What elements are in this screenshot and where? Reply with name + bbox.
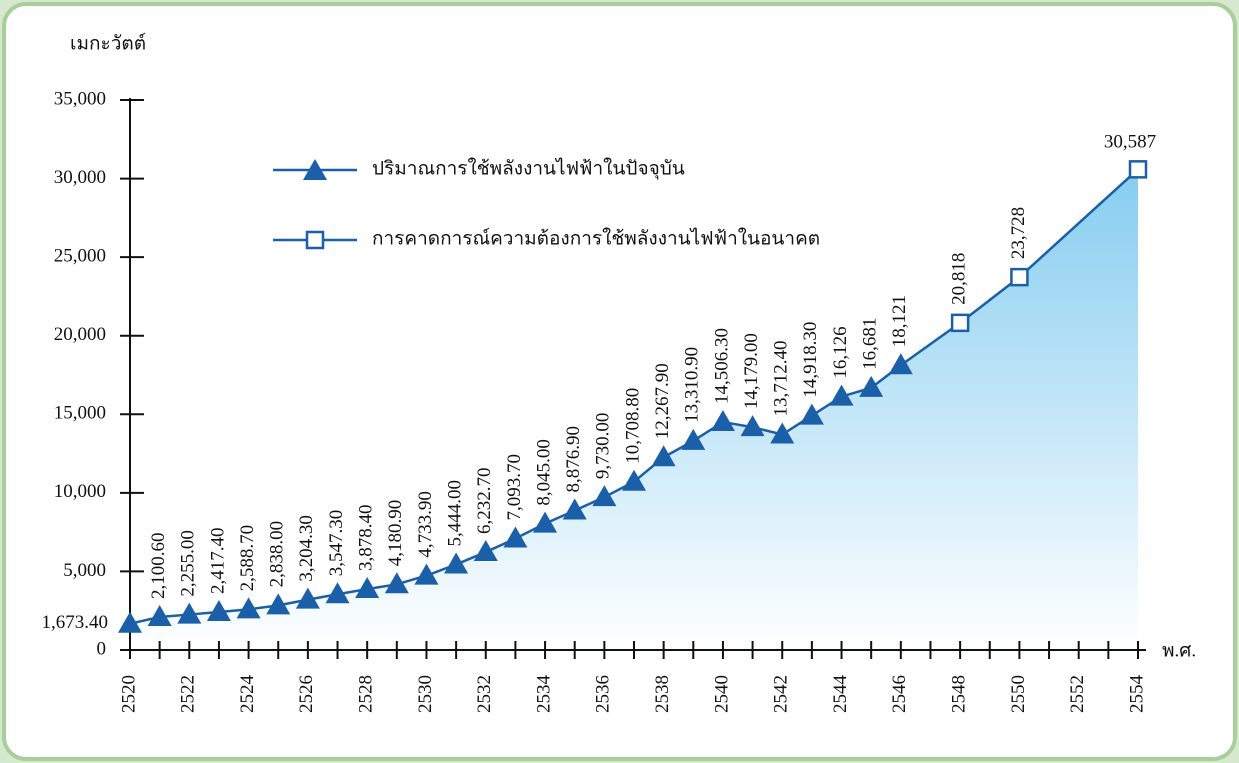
marker: [325, 582, 350, 604]
x-tick-label: 2550: [1008, 675, 1029, 713]
value-label: 2,100.60: [148, 532, 169, 599]
marker: [295, 587, 320, 609]
marker: [562, 498, 587, 520]
marker: [888, 353, 913, 375]
x-tick-label: 2554: [1126, 675, 1147, 714]
x-tick-label: 2538: [652, 675, 673, 713]
value-label: 8,876.90: [563, 426, 584, 493]
marker: [710, 410, 735, 432]
x-tick-label: 2546: [889, 675, 910, 713]
value-label: 16,681: [860, 318, 881, 370]
x-tick-label: 2522: [178, 675, 199, 713]
value-label: 3,204.30: [296, 515, 317, 582]
value-label: 9,730.00: [593, 413, 614, 480]
marker: [859, 375, 884, 397]
value-label: 18,121: [889, 295, 910, 347]
value-label: 14,506.30: [711, 328, 732, 404]
legend-marker: [303, 159, 327, 180]
marker: [1010, 267, 1029, 287]
value-label: 14,918.30: [800, 322, 821, 398]
x-tick-label: 2528: [356, 675, 377, 713]
legend-label: ปริมาณการใช้พลังงานไฟฟ้าในปัจจุบัน: [372, 157, 685, 180]
marker: [950, 313, 970, 333]
marker: [1128, 160, 1148, 179]
value-label: 30,587: [1104, 132, 1156, 153]
x-tick-label: 2536: [593, 675, 614, 713]
value-label: 10,708.80: [622, 388, 643, 464]
marker: [622, 469, 646, 491]
marker: [118, 611, 142, 633]
marker: [533, 511, 558, 533]
value-label: 7,093.70: [504, 454, 525, 521]
marker: [651, 445, 676, 467]
marker: [444, 552, 469, 574]
y-tick-label: 5,000: [63, 560, 106, 581]
value-label: 3,878.40: [356, 505, 377, 572]
marker: [681, 428, 706, 450]
y-axis-label: เมกะวัตต์: [70, 32, 146, 54]
y-tick-label: 25,000: [54, 246, 106, 267]
value-label: 12,267.90: [652, 363, 673, 439]
marker: [829, 384, 854, 406]
x-tick-label: 2534: [533, 675, 554, 714]
y-tick-label: 30,000: [54, 167, 106, 188]
area: [130, 169, 1138, 650]
x-tick-label: 2552: [1067, 675, 1088, 713]
x-tick-label: 2530: [415, 675, 436, 713]
x-axis-label: พ.ศ.: [1162, 640, 1196, 661]
marker: [592, 485, 617, 507]
value-label: 6,232.70: [474, 468, 495, 535]
marker: [384, 572, 409, 594]
value-label: 4,180.90: [385, 500, 406, 567]
y-tick-label: 15,000: [54, 403, 106, 424]
marker: [473, 540, 498, 562]
marker: [503, 526, 528, 548]
marker: [355, 577, 380, 599]
marker: [799, 403, 824, 425]
marker: [770, 422, 795, 444]
line: [900, 168, 1139, 367]
legend-label: การคาดการณ์ความต้องการใช้พลังงานไฟฟ้าในอ…: [372, 227, 820, 249]
value-label: 13,310.90: [682, 347, 703, 423]
value-label: 4,733.90: [415, 491, 436, 558]
x-tick-label: 2532: [474, 675, 495, 713]
value-label: 16,126: [830, 326, 851, 378]
value-label: 23,728: [1008, 207, 1029, 259]
x-tick-label: 2520: [118, 675, 139, 713]
y-tick-label: 0: [97, 638, 107, 659]
y-tick-label: 20,000: [54, 324, 106, 345]
marker: [206, 600, 231, 622]
x-tick-label: 2544: [830, 675, 851, 714]
marker: [740, 415, 765, 437]
x-tick-label: 2524: [237, 675, 258, 714]
x-tick-label: 2526: [296, 675, 317, 713]
value-label: 1,673.40: [42, 612, 109, 633]
value-label: 8,045.00: [533, 439, 554, 506]
value-label: 13,712.40: [771, 341, 792, 417]
x-tick-label: 2540: [711, 675, 732, 713]
value-label: 3,547.30: [326, 510, 347, 577]
y-tick-label: 10,000: [54, 481, 106, 502]
y-tick-label: 35,000: [54, 88, 106, 109]
value-label: 2,838.00: [267, 521, 288, 588]
value-label: 2,417.40: [207, 528, 228, 595]
value-label: 5,444.00: [444, 480, 465, 547]
value-label: 2,588.70: [237, 525, 258, 592]
value-label: 14,179.00: [741, 333, 762, 409]
marker: [177, 602, 202, 624]
marker: [266, 593, 291, 615]
legend-marker: [305, 230, 325, 250]
marker: [414, 563, 439, 585]
x-tick-label: 2542: [771, 675, 792, 713]
value-label: 20,818: [948, 253, 969, 305]
marker: [147, 604, 172, 626]
marker: [236, 597, 261, 619]
x-tick-label: 2548: [948, 675, 969, 713]
value-label: 2,255.00: [178, 530, 199, 597]
